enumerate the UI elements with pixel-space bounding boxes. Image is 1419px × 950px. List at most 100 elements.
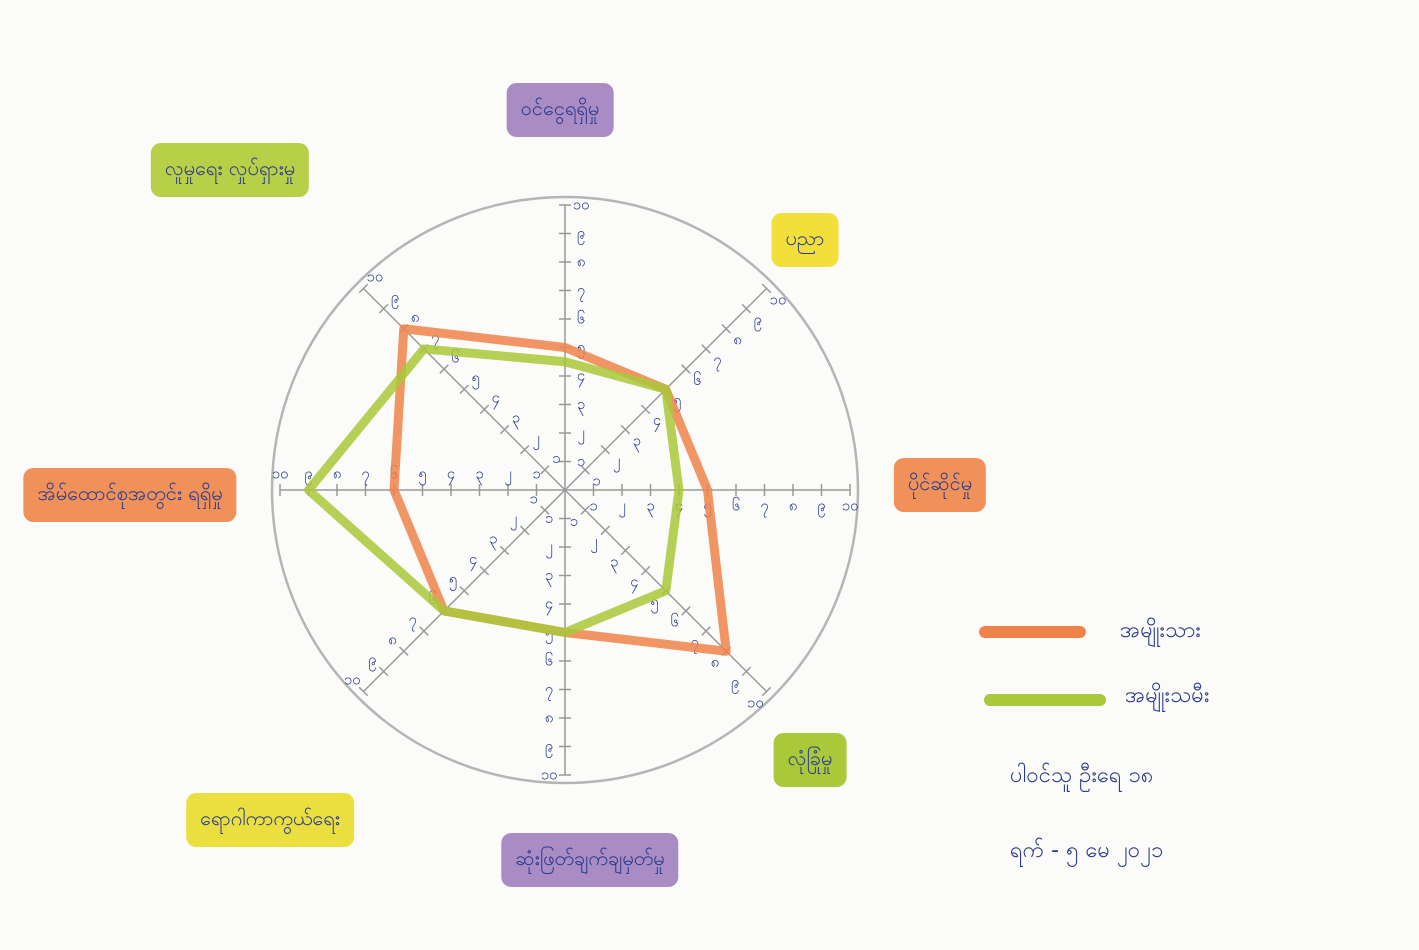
tick-label: ၇: [545, 680, 553, 701]
tick-label: ၃: [610, 552, 618, 573]
tick-label: ၁၀: [842, 497, 859, 515]
tick-label: ၁၀: [747, 693, 764, 711]
tick-label: ၅: [418, 465, 426, 486]
tick-label: ၉: [391, 288, 399, 309]
tick-label: ၁: [577, 452, 585, 470]
tick-label: ၂: [613, 452, 620, 473]
tick-label: ၈: [388, 630, 397, 648]
tick-label: ၉: [753, 310, 761, 331]
tick-mark: [358, 283, 369, 294]
tick-label: ၇: [431, 328, 439, 349]
tick-label: ၅: [471, 368, 479, 389]
tick-label: ၁: [532, 465, 540, 483]
tick-mark: [499, 545, 510, 556]
tick-mark: [439, 364, 449, 374]
tick-label: ၂: [618, 497, 625, 518]
tick-mark: [741, 303, 752, 314]
tick-label: ၆: [670, 613, 678, 631]
tick-label: ၂: [590, 532, 597, 553]
tick-mark: [640, 565, 651, 576]
tick-label: ၂: [545, 538, 552, 559]
note: ရက် - ၅ မေ ၂၀၂၁: [1010, 838, 1164, 863]
tick-label: ၃: [633, 431, 641, 452]
tick-mark: [600, 444, 611, 455]
tick-label: ၁: [529, 489, 537, 507]
tick-label: ၉: [577, 224, 585, 245]
tick-label: ၅: [449, 570, 457, 591]
tick-label: ၁: [552, 449, 560, 467]
tick-label: ၁: [589, 497, 597, 515]
tick-mark: [378, 303, 389, 314]
tick-label: ၉: [817, 497, 825, 518]
tick-label: ၈: [733, 331, 742, 349]
tick-label: ၇: [408, 610, 416, 631]
tick-label: ၂: [510, 509, 517, 530]
tick-label: ၄: [577, 367, 585, 388]
axis-label: လူမှုရေး လှုပ်ရှားမှု: [150, 143, 310, 197]
tick-mark: [741, 666, 752, 677]
tick-label: ၅: [650, 593, 658, 614]
tick-label: ၂: [532, 429, 539, 450]
tick-label: ၆: [545, 652, 553, 670]
tick-label: ၆: [693, 371, 701, 389]
legend-label: အမျိုးသမီး: [1125, 683, 1210, 708]
tick-mark: [479, 404, 490, 415]
tick-mark: [519, 525, 530, 536]
tick-label: ၆: [577, 310, 585, 328]
axis-label: အိမ်ထောင်စုအတွင်း ရရှိမှု: [23, 468, 237, 522]
tick-label: ၉: [368, 651, 376, 672]
tick-mark: [479, 565, 490, 576]
tick-label: ၉: [731, 673, 739, 694]
tick-mark: [499, 424, 510, 435]
tick-mark: [459, 384, 470, 395]
tick-mark: [701, 344, 711, 354]
tick-label: ၅: [673, 391, 681, 412]
tick-mark: [701, 626, 711, 636]
axis-label: ပိုင်ဆိုင်မှု: [893, 458, 987, 512]
tick-label: ၉: [545, 737, 553, 758]
series-area: [304, 344, 684, 637]
tick-label: ၈: [711, 653, 720, 671]
outer-circle: [270, 195, 860, 785]
tick-label: ၃: [489, 530, 497, 551]
tick-mark: [640, 404, 651, 415]
tick-mark: [540, 505, 550, 515]
tick-label: ၆: [732, 497, 740, 515]
tick-mark: [580, 505, 590, 515]
axis-label: ဆုံးဖြတ်ချက်ချမှတ်မှု: [501, 833, 679, 887]
tick-mark: [399, 646, 409, 656]
legend-label: အမျိုးသား: [1120, 618, 1201, 643]
tick-label: ၁၀: [366, 268, 383, 286]
tick-mark: [681, 606, 691, 616]
tick-label: ၃: [512, 409, 520, 430]
tick-label: ၁၀: [344, 671, 361, 689]
tick-label: ၃: [545, 566, 553, 587]
tick-label: ၄: [491, 389, 499, 410]
tick-label: ၃: [475, 465, 483, 486]
tick-label: ၄: [545, 595, 553, 616]
tick-label: ၄: [653, 411, 661, 432]
tick-label: ၄: [447, 465, 455, 486]
tick-label: ၈: [789, 497, 798, 515]
tick-label: ၈: [411, 308, 420, 326]
tick-label: ၄: [630, 572, 638, 593]
tick-label: ၁: [545, 509, 553, 527]
tick-label: ၆: [451, 348, 459, 366]
tick-label: ၁: [570, 512, 578, 530]
tick-label: ၃: [646, 497, 654, 518]
tick-mark: [358, 686, 369, 697]
tick-label: ၄: [469, 550, 477, 571]
tick-mark: [761, 686, 772, 697]
axis-label: ပညာ: [771, 213, 839, 267]
tick-mark: [761, 283, 772, 294]
tick-mark: [600, 525, 611, 536]
axis-label: ဝင်ငွေရရှိမှု: [506, 83, 614, 137]
axis-label: ရောဂါကာကွယ်ရေး: [186, 793, 354, 847]
tick-label: ၁၀: [573, 196, 590, 214]
tick-mark: [459, 585, 470, 596]
tick-label: ၈: [333, 465, 342, 483]
tick-mark: [378, 666, 389, 677]
tick-mark: [419, 626, 429, 636]
